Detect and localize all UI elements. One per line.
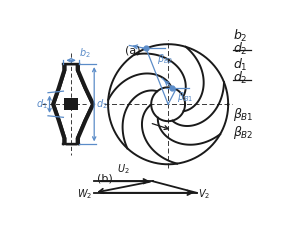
Polygon shape [52,64,66,144]
Polygon shape [77,64,94,144]
Text: $\beta_{B2}$: $\beta_{B2}$ [233,124,254,141]
Text: $W_2$: $W_2$ [77,188,92,201]
Text: $d_1$: $d_1$ [233,57,247,74]
Text: $d_2$: $d_2$ [233,40,247,57]
Text: $b_2$: $b_2$ [233,28,247,44]
Text: $d_1$: $d_1$ [36,97,48,111]
Text: $d_2$: $d_2$ [233,70,247,86]
Text: $U_2$: $U_2$ [117,162,130,176]
Text: $\beta_{B2}$: $\beta_{B2}$ [157,52,173,66]
Text: $V_2$: $V_2$ [198,188,210,201]
Text: $d_2$: $d_2$ [96,97,108,111]
Text: $\beta_{B1}$: $\beta_{B1}$ [233,106,254,123]
Polygon shape [54,64,92,144]
Text: (b): (b) [97,174,113,184]
Bar [64,98,78,110]
Text: (a): (a) [125,45,141,55]
Text: $b_2$: $b_2$ [79,46,91,59]
Text: $\beta_{B1}$: $\beta_{B1}$ [177,90,193,104]
